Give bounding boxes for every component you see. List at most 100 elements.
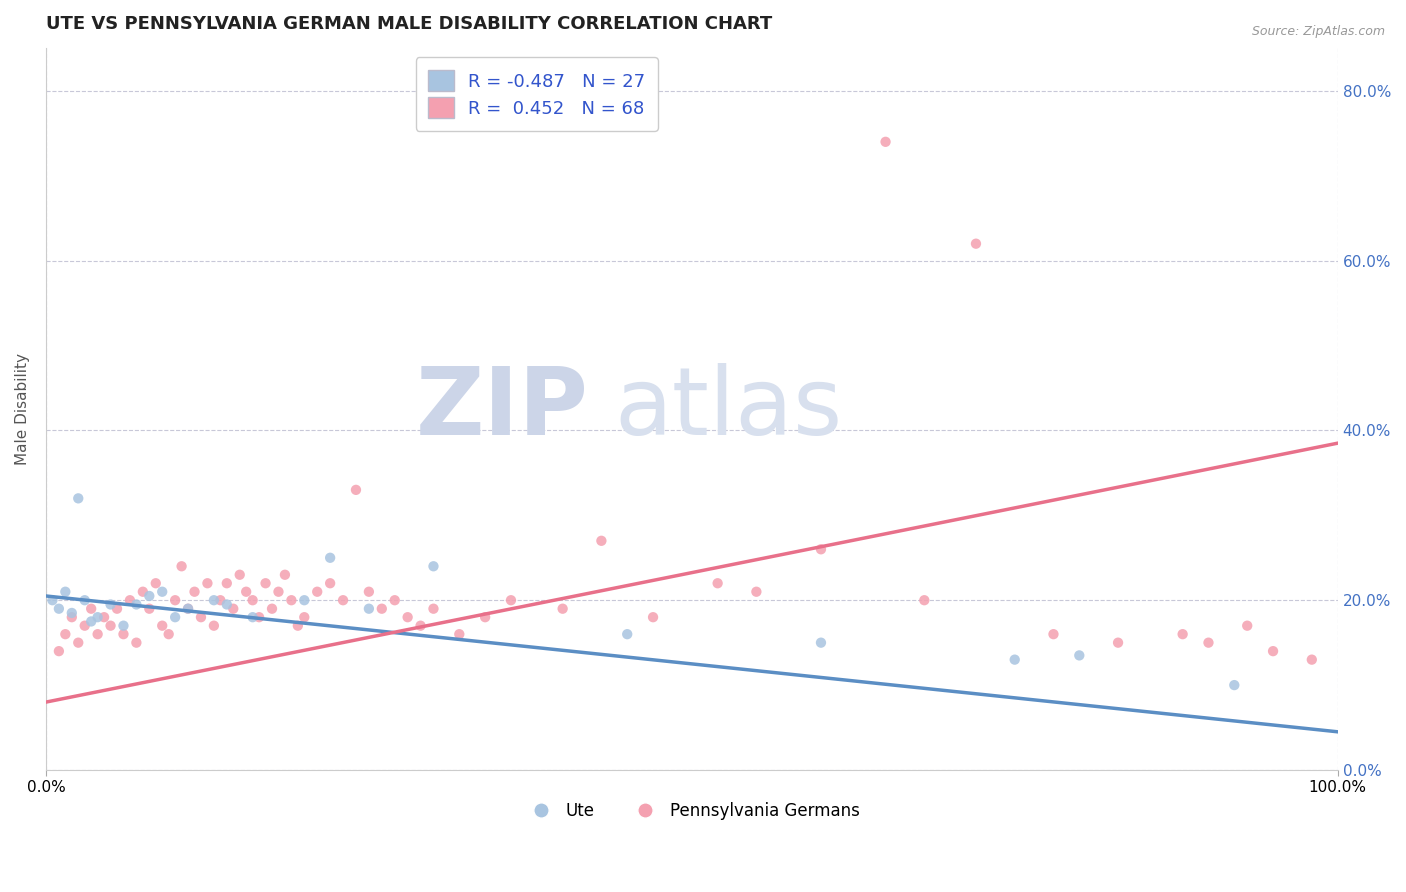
- Point: [222, 601, 245, 615]
- Point: [100, 618, 122, 632]
- Point: [422, 559, 444, 574]
- Point: [1301, 653, 1323, 667]
- Point: [247, 610, 270, 624]
- Point: [80, 615, 103, 629]
- Point: [267, 584, 290, 599]
- Point: [292, 610, 315, 624]
- Point: [449, 627, 471, 641]
- Point: [591, 533, 613, 548]
- Point: [177, 601, 200, 615]
- Point: [132, 584, 155, 599]
- Point: [150, 618, 173, 632]
- Point: [125, 598, 148, 612]
- Point: [1004, 653, 1026, 667]
- Point: [235, 584, 257, 599]
- Point: [745, 584, 768, 599]
- Point: [112, 618, 135, 632]
- Point: [125, 635, 148, 649]
- Point: [215, 576, 238, 591]
- Y-axis label: Male Disability: Male Disability: [15, 353, 30, 466]
- Point: [1069, 648, 1091, 663]
- Point: [86, 610, 108, 624]
- Point: [145, 576, 167, 591]
- Point: [371, 601, 394, 615]
- Point: [105, 601, 128, 615]
- Point: [138, 601, 160, 615]
- Point: [202, 618, 225, 632]
- Point: [641, 610, 664, 624]
- Point: [73, 593, 96, 607]
- Point: [706, 576, 728, 591]
- Point: [48, 601, 70, 615]
- Point: [810, 542, 832, 557]
- Point: [260, 601, 283, 615]
- Point: [307, 584, 329, 599]
- Text: UTE VS PENNSYLVANIA GERMAN MALE DISABILITY CORRELATION CHART: UTE VS PENNSYLVANIA GERMAN MALE DISABILI…: [46, 15, 772, 33]
- Point: [332, 593, 354, 607]
- Point: [228, 567, 250, 582]
- Point: [242, 593, 264, 607]
- Point: [215, 598, 238, 612]
- Point: [53, 627, 76, 641]
- Point: [912, 593, 935, 607]
- Point: [209, 593, 232, 607]
- Point: [197, 576, 219, 591]
- Point: [112, 627, 135, 641]
- Point: [292, 593, 315, 607]
- Point: [1236, 618, 1258, 632]
- Point: [170, 559, 193, 574]
- Point: [177, 601, 200, 615]
- Point: [474, 610, 496, 624]
- Point: [384, 593, 406, 607]
- Point: [80, 601, 103, 615]
- Text: ZIP: ZIP: [416, 363, 589, 455]
- Point: [86, 627, 108, 641]
- Point: [1107, 635, 1129, 649]
- Point: [73, 618, 96, 632]
- Point: [67, 635, 90, 649]
- Point: [551, 601, 574, 615]
- Point: [280, 593, 302, 607]
- Point: [165, 610, 187, 624]
- Point: [118, 593, 141, 607]
- Point: [1261, 644, 1284, 658]
- Point: [60, 610, 83, 624]
- Point: [357, 601, 380, 615]
- Point: [287, 618, 309, 632]
- Point: [165, 593, 187, 607]
- Point: [344, 483, 367, 497]
- Point: [1223, 678, 1246, 692]
- Point: [150, 584, 173, 599]
- Point: [190, 610, 212, 624]
- Point: [319, 576, 342, 591]
- Point: [202, 593, 225, 607]
- Point: [183, 584, 205, 599]
- Point: [409, 618, 432, 632]
- Point: [41, 593, 63, 607]
- Point: [1171, 627, 1194, 641]
- Point: [357, 584, 380, 599]
- Point: [422, 601, 444, 615]
- Point: [875, 135, 897, 149]
- Point: [1042, 627, 1064, 641]
- Point: [616, 627, 638, 641]
- Text: atlas: atlas: [614, 363, 842, 455]
- Point: [157, 627, 180, 641]
- Point: [274, 567, 297, 582]
- Point: [499, 593, 522, 607]
- Point: [93, 610, 115, 624]
- Point: [48, 644, 70, 658]
- Point: [810, 635, 832, 649]
- Point: [242, 610, 264, 624]
- Point: [100, 598, 122, 612]
- Point: [965, 236, 987, 251]
- Point: [53, 584, 76, 599]
- Text: Source: ZipAtlas.com: Source: ZipAtlas.com: [1251, 25, 1385, 38]
- Point: [60, 606, 83, 620]
- Point: [319, 550, 342, 565]
- Point: [396, 610, 419, 624]
- Point: [254, 576, 277, 591]
- Legend: Ute, Pennsylvania Germans: Ute, Pennsylvania Germans: [517, 796, 866, 827]
- Point: [138, 589, 160, 603]
- Point: [67, 491, 90, 506]
